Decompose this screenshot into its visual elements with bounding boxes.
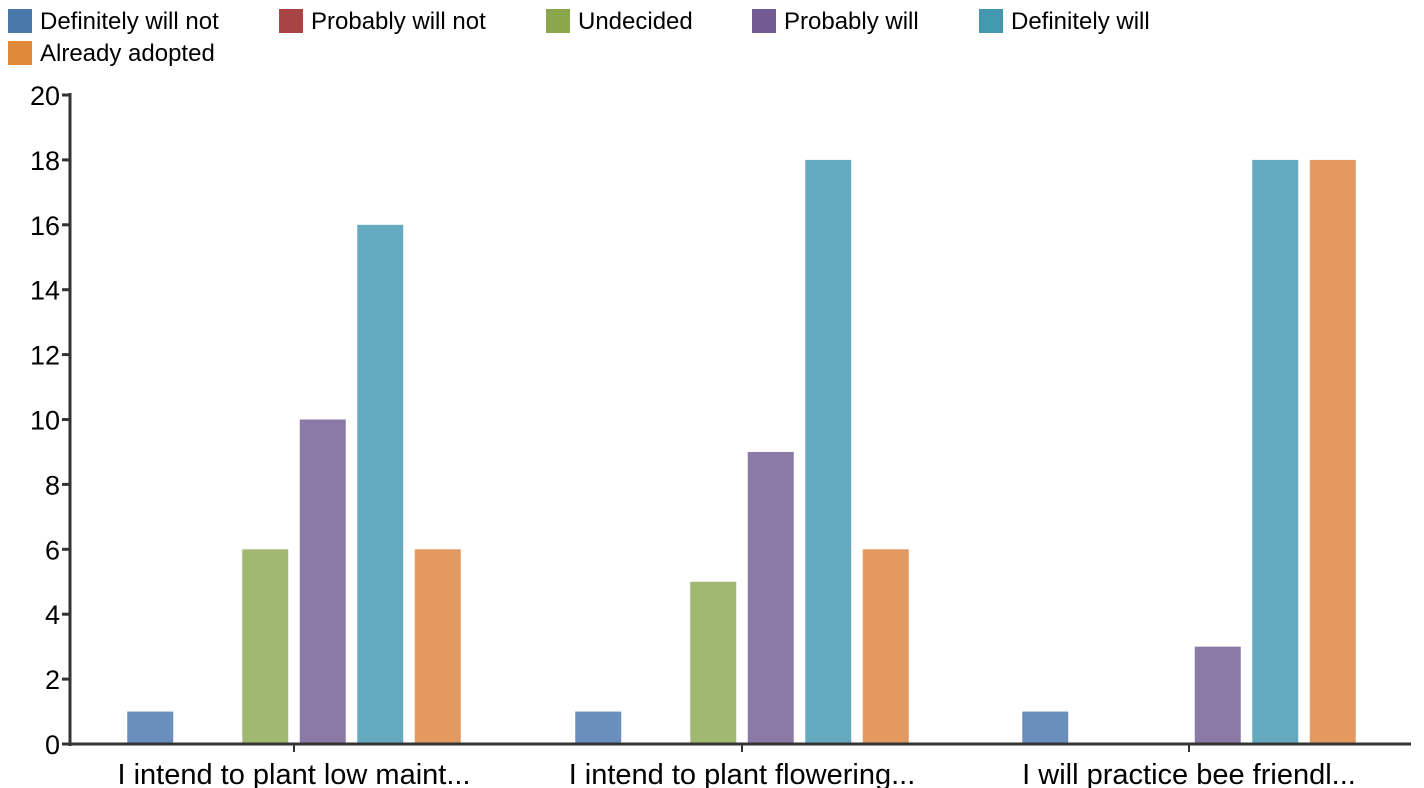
bar[interactable] (1194, 646, 1241, 744)
y-tick-label: 4 (45, 600, 60, 630)
y-tick-label: 8 (45, 470, 60, 500)
y-tick-label: 16 (30, 211, 60, 241)
bar[interactable] (242, 549, 289, 744)
y-tick-label: 0 (45, 730, 60, 760)
legend-label: Probably will (784, 8, 919, 35)
bar[interactable] (299, 419, 346, 745)
legend-item[interactable]: Undecided (546, 8, 693, 35)
bar[interactable] (805, 159, 852, 744)
bars (127, 159, 1356, 745)
legend-item[interactable]: Probably will (752, 8, 919, 35)
bar[interactable] (1309, 159, 1356, 744)
x-tick-label: I will practice bee friendl... (1022, 759, 1356, 788)
legend-item[interactable]: Already adopted (8, 40, 215, 67)
bar[interactable] (690, 581, 737, 744)
bar[interactable] (575, 711, 622, 744)
y-tick-label: 20 (30, 81, 60, 111)
legend-label: Already adopted (40, 40, 215, 67)
legend-swatch (8, 41, 32, 65)
bar[interactable] (414, 549, 461, 744)
y-axis: 0 2 4 6 8 10 12 14 16 18 20 (30, 81, 72, 760)
y-tick-label: 12 (30, 341, 60, 371)
y-tick-label: 2 (45, 665, 60, 695)
legend-label: Undecided (578, 8, 693, 35)
legend-swatch (279, 9, 303, 33)
bar[interactable] (862, 549, 909, 744)
legend-label: Definitely will (1011, 8, 1150, 35)
bar[interactable] (1252, 159, 1299, 744)
bar[interactable] (357, 224, 404, 745)
legend-item[interactable]: Definitely will not (8, 8, 219, 35)
legend-item[interactable]: Definitely will (979, 8, 1150, 35)
legend-label: Definitely will not (40, 8, 219, 35)
x-tick-label: I intend to plant low maint... (117, 759, 470, 788)
bar[interactable] (127, 711, 174, 744)
y-tick-label: 14 (30, 276, 60, 306)
y-tick-label: 18 (30, 146, 60, 176)
bar[interactable] (1022, 711, 1069, 744)
legend-label: Probably will not (311, 8, 486, 35)
legend-swatch (752, 9, 776, 33)
y-tick-label: 6 (45, 535, 60, 565)
x-axis: I intend to plant low maint... I intend t… (69, 742, 1411, 788)
legend: Definitely will not Probably will not Unde… (8, 8, 1150, 67)
legend-item[interactable]: Probably will not (279, 8, 486, 35)
x-tick-label: I intend to plant flowering... (569, 759, 916, 788)
legend-swatch (546, 9, 570, 33)
legend-swatch (979, 9, 1003, 33)
y-tick-label: 10 (30, 406, 60, 436)
bar[interactable] (747, 451, 794, 744)
legend-swatch (8, 9, 32, 33)
